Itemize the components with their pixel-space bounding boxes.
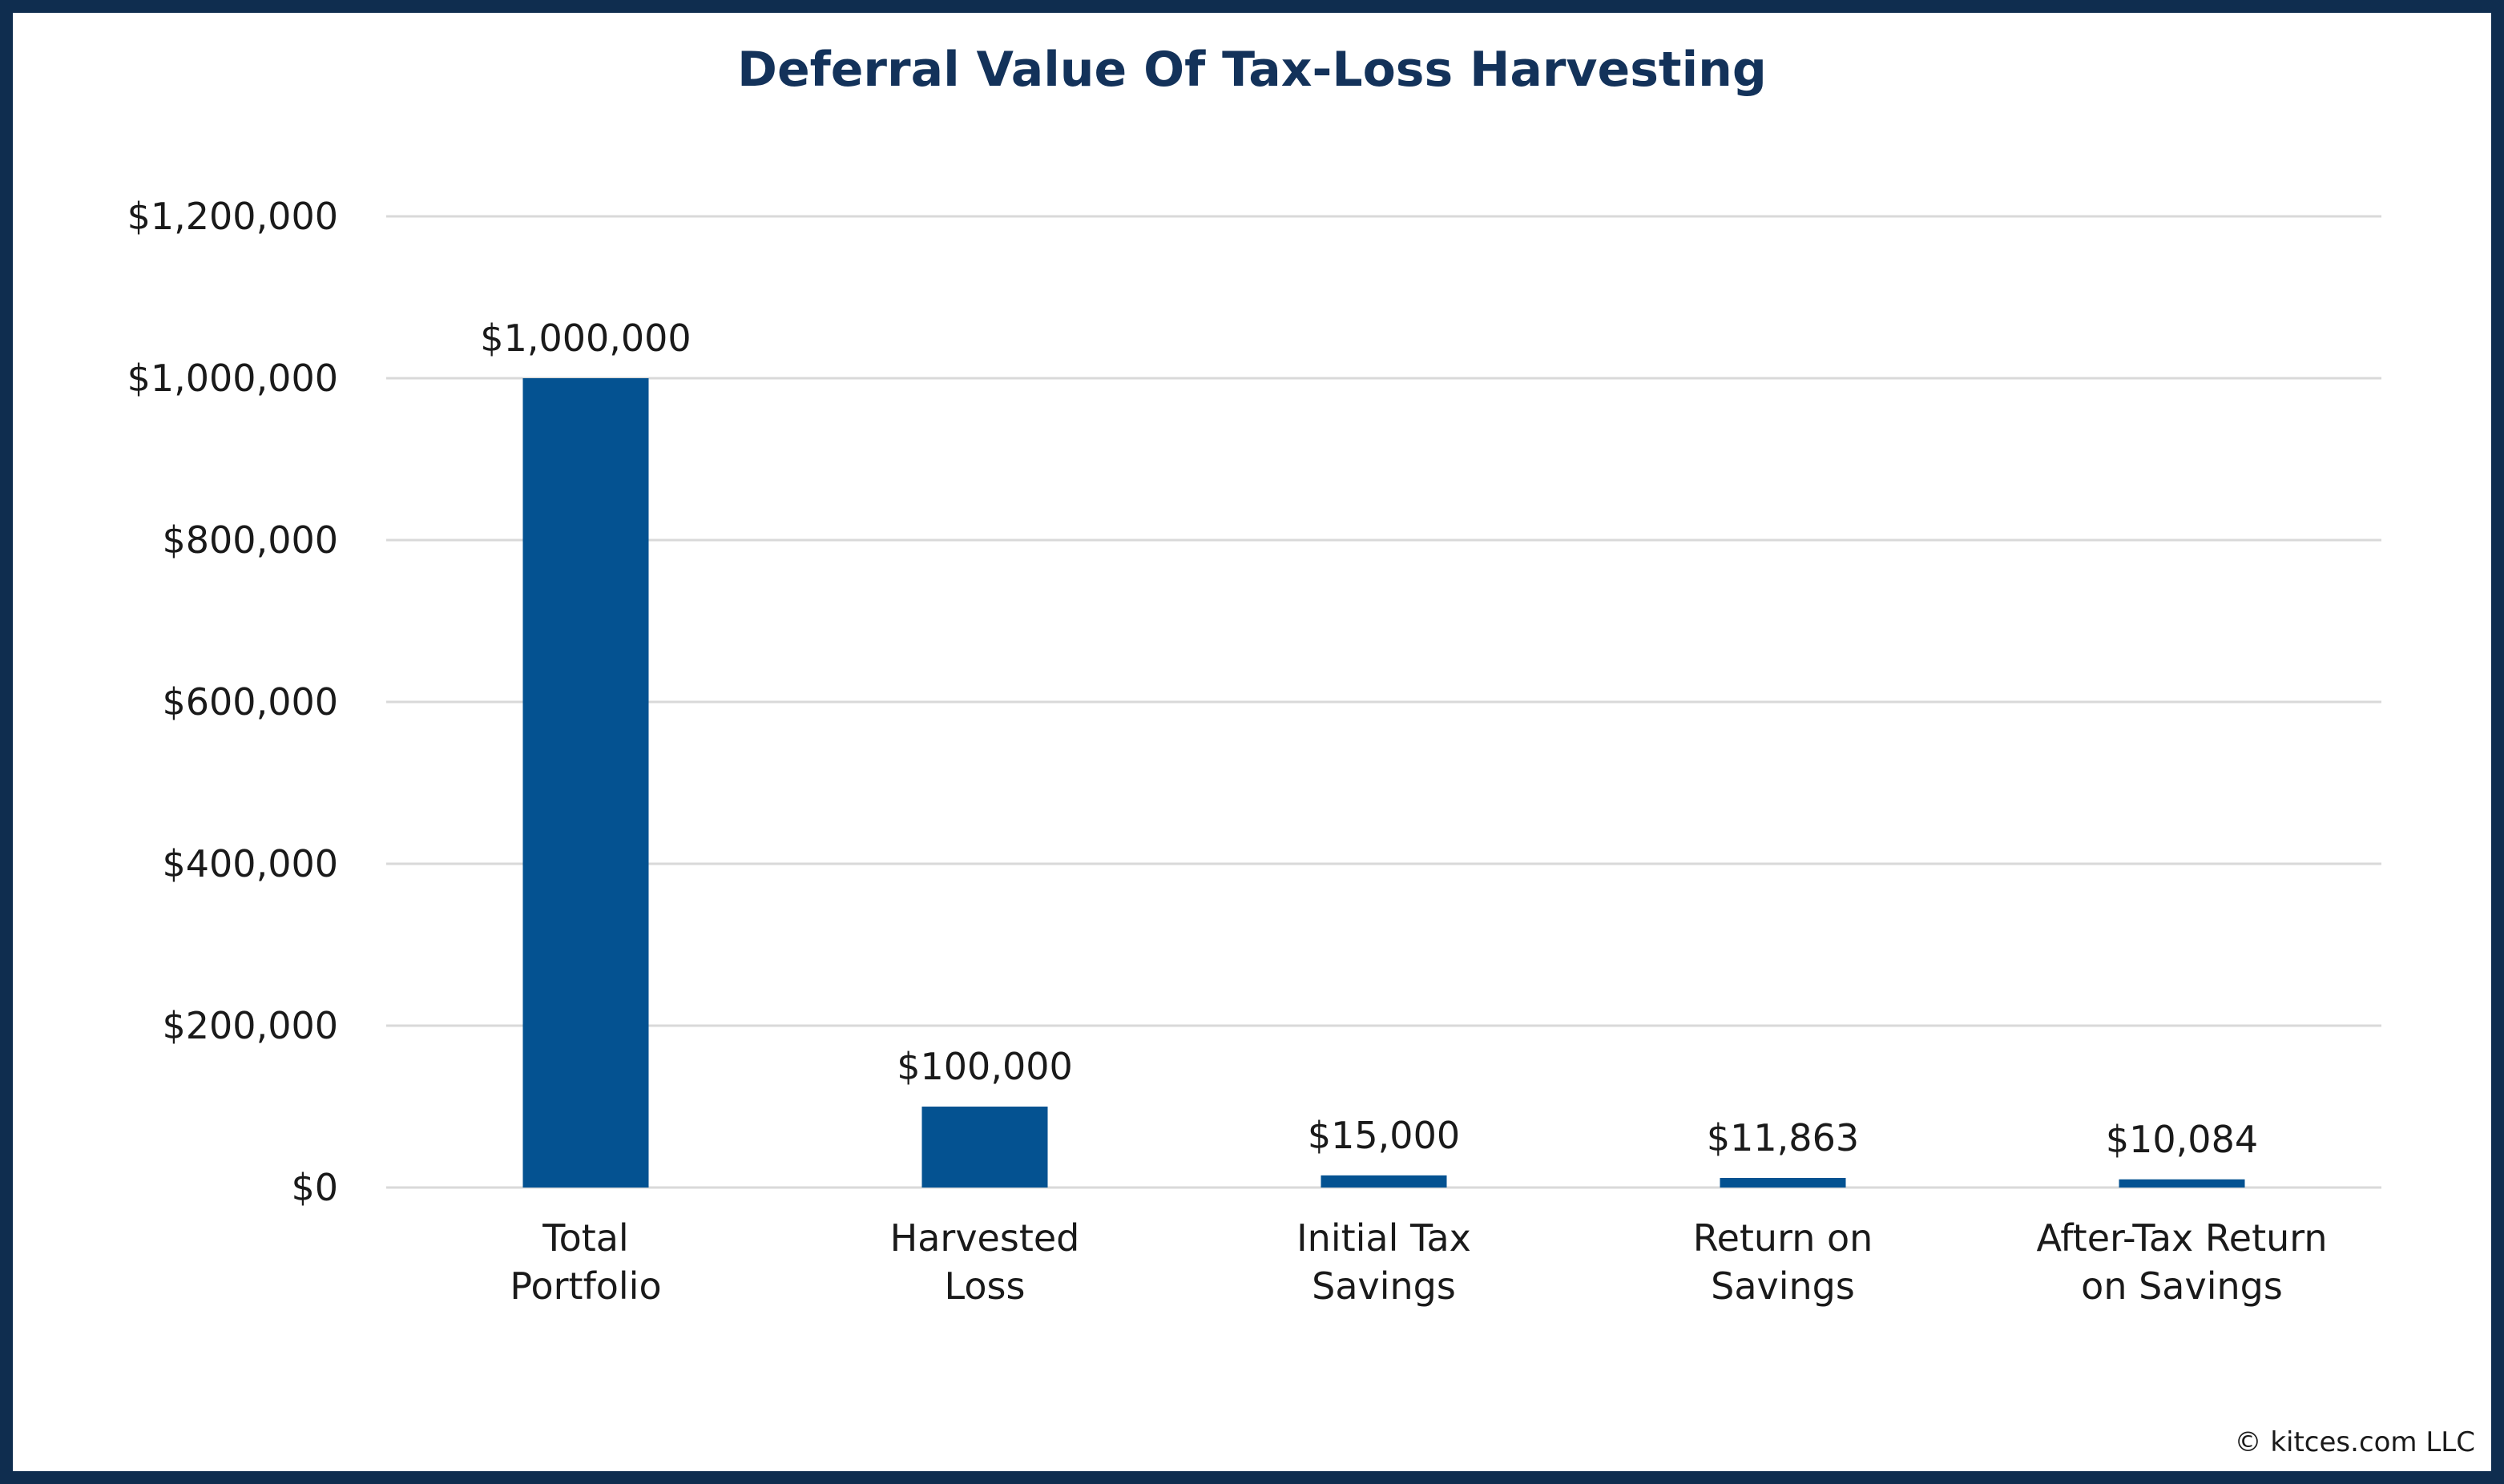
x-tick-label-line: Loss [945,1264,1026,1308]
y-tick-label: $600,000 [163,680,339,724]
x-tick-label-line: After-Tax Return [2036,1216,2327,1260]
data-label: $11,863 [1707,1116,1859,1159]
chart-title: Deferral Value Of Tax-Loss Harvesting [737,42,1767,98]
y-tick-label: $0 [291,1166,338,1209]
bar [522,378,649,1188]
copyright-text: © kitces.com LLC [2234,1426,2475,1458]
x-tick-label: Return on Savings [1693,1216,1873,1308]
y-tick-label: $1,200,000 [127,195,338,238]
y-tick-label: $200,000 [163,1004,339,1047]
x-tick-label-line: Savings [1312,1264,1456,1308]
y-tick-label: $800,000 [163,518,339,562]
x-tick-label-line: on Savings [2081,1264,2283,1308]
x-tick-label-line: Savings [1711,1264,1855,1308]
bar [921,1107,1048,1188]
y-tick-label: $400,000 [163,842,339,885]
bar [1720,1178,1846,1188]
x-tick-label: After-Tax Return on Savings [2036,1216,2327,1308]
x-tick-label-line: Harvested [890,1216,1080,1260]
x-tick-label: Harvested Loss [890,1216,1080,1308]
bar [1321,1175,1447,1188]
x-tick-label-line: Return on [1693,1216,1873,1260]
y-tick-label: $1,000,000 [127,357,338,400]
data-label: $10,084 [2106,1118,2258,1161]
data-label: $15,000 [1308,1114,1460,1157]
x-tick-label: Initial Tax Savings [1296,1216,1471,1308]
x-tick-label: Total Portfolio [510,1216,661,1308]
x-tick-label-line: Total [542,1216,628,1260]
bar [2119,1179,2245,1188]
data-label: $1,000,000 [480,317,691,360]
data-label: $100,000 [897,1045,1073,1088]
x-tick-label-line: Portfolio [510,1264,661,1308]
x-tick-label-line: Initial Tax [1296,1216,1471,1260]
